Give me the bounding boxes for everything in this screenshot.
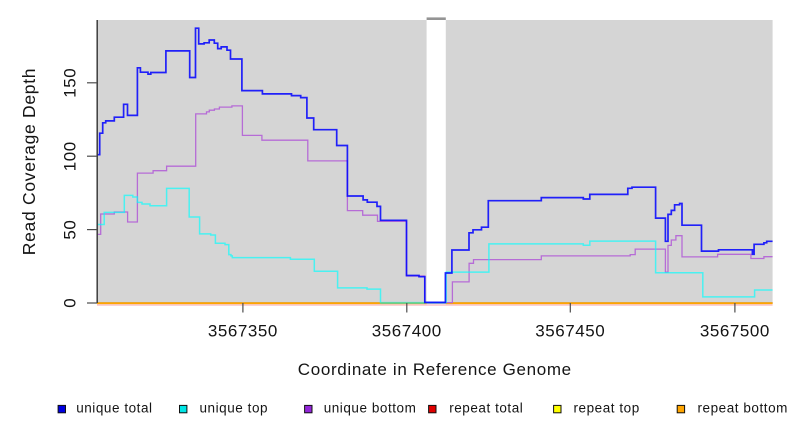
svg-text:3567350: 3567350 [208, 322, 278, 341]
svg-text:3567400: 3567400 [372, 322, 442, 341]
svg-text:unique total: unique total [76, 400, 152, 415]
svg-text:repeat total: repeat total [449, 400, 523, 415]
svg-text:3567450: 3567450 [535, 322, 605, 341]
svg-text:0: 0 [61, 298, 80, 308]
svg-text:unique top: unique top [200, 400, 269, 415]
svg-text:3567500: 3567500 [700, 322, 770, 341]
svg-text:50: 50 [61, 220, 80, 240]
svg-text:repeat bottom: repeat bottom [698, 400, 788, 415]
svg-text:repeat top: repeat top [574, 400, 640, 415]
svg-text:Coordinate in Reference Genome: Coordinate in Reference Genome [298, 360, 572, 379]
svg-text:150: 150 [61, 68, 80, 98]
svg-text:Read Coverage Depth: Read Coverage Depth [19, 68, 39, 255]
svg-text:unique bottom: unique bottom [324, 400, 417, 415]
svg-text:100: 100 [61, 141, 80, 171]
